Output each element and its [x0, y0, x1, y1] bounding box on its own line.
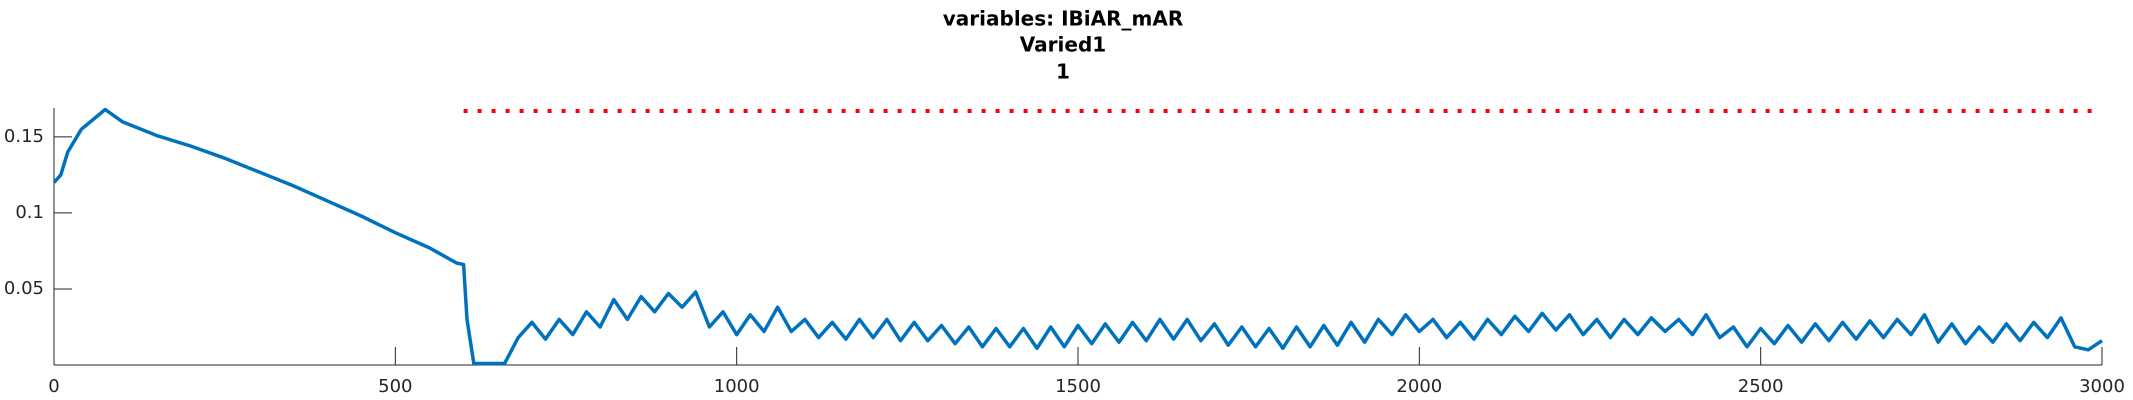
x-tick-label: 3000 — [2079, 376, 2125, 397]
x-tick-label: 2500 — [1738, 376, 1784, 397]
x-tick-label: 500 — [378, 376, 412, 397]
series-line — [52, 107, 2103, 366]
y-tick-label: 0.15 — [4, 126, 44, 147]
chart-subtitle: 1 — [1056, 60, 1070, 84]
chart-subtitle: Varied1 — [1020, 33, 1106, 57]
x-tick-label: 2000 — [1396, 376, 1442, 397]
x-tick-label: 1500 — [1055, 376, 1101, 397]
y-tick-label: 0.1 — [15, 202, 44, 223]
x-tick-label: 1000 — [714, 376, 760, 397]
y-tick-label: 0.05 — [4, 278, 44, 299]
x-tick-label: 0 — [48, 376, 59, 397]
chart-title: variables: IBiAR_mAR — [943, 7, 1184, 31]
